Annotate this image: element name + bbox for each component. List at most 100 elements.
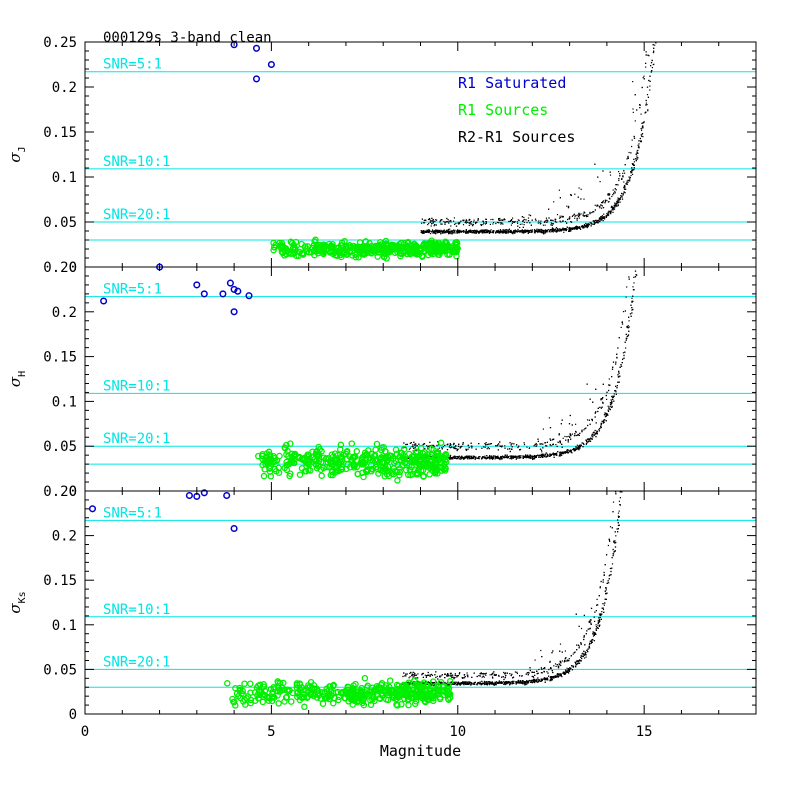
r2r1-point — [633, 159, 634, 160]
r2r1-point — [489, 457, 490, 458]
r2r1-point — [540, 231, 541, 232]
r2r1-point — [487, 444, 488, 445]
r2r1-point — [475, 457, 476, 458]
r2r1-point — [568, 452, 569, 453]
r2r1-point — [451, 230, 452, 231]
r1-source-point — [261, 474, 266, 479]
r2r1-point — [529, 456, 530, 457]
r2r1-point — [471, 447, 472, 448]
r2r1-point — [490, 219, 491, 220]
r2r1-point — [427, 224, 428, 225]
r2r1-point — [518, 446, 519, 447]
r2r1-point — [642, 133, 643, 134]
r2r1-point — [499, 232, 500, 233]
r2r1-point — [569, 218, 570, 219]
r2r1-point — [649, 90, 650, 91]
r2r1-point — [586, 441, 587, 442]
r2r1-point — [441, 231, 442, 232]
r2r1-point — [514, 233, 515, 234]
r2r1-point — [439, 448, 440, 449]
r2r1-point — [580, 198, 581, 199]
r2r1-point — [551, 455, 552, 456]
r2r1-point — [587, 214, 588, 215]
r2r1-point — [645, 63, 646, 64]
r2r1-point — [646, 104, 647, 105]
r2r1-point — [484, 231, 485, 232]
r2r1-point — [611, 206, 612, 207]
snr-label: SNR=5:1 — [103, 57, 162, 73]
r2r1-point — [546, 222, 547, 223]
r2r1-point — [506, 456, 507, 457]
r2r1-point — [586, 215, 587, 216]
r2r1-point — [602, 398, 603, 399]
r2r1-point — [474, 220, 475, 221]
r2r1-point — [612, 406, 613, 407]
r2r1-point — [528, 218, 529, 219]
r2r1-point — [575, 226, 576, 227]
r2r1-point — [575, 431, 576, 432]
r2r1-point — [619, 198, 620, 199]
r2r1-point — [497, 458, 498, 459]
r2r1-point — [504, 457, 505, 458]
r2r1-point — [602, 170, 603, 171]
r2r1-point — [526, 222, 527, 223]
r2r1-point — [440, 233, 441, 234]
r2r1-point — [624, 187, 625, 188]
r2r1-point — [517, 231, 518, 232]
r2r1-point — [592, 439, 593, 440]
r2r1-point — [625, 164, 626, 165]
r2r1-point — [457, 458, 458, 459]
r2r1-point — [609, 198, 610, 199]
r2r1-point — [458, 223, 459, 224]
r2r1-point — [414, 444, 415, 445]
r2r1-point — [615, 188, 616, 189]
r2r1-point — [413, 448, 414, 449]
r2r1-point — [434, 232, 435, 233]
r2r1-point — [461, 458, 462, 459]
r2r1-point — [641, 114, 642, 115]
r2r1-point — [602, 397, 603, 398]
r2r1-point — [566, 206, 567, 207]
r1-saturated-point — [254, 46, 260, 52]
r2r1-point — [431, 231, 432, 232]
r2r1-point — [476, 449, 477, 450]
r2r1-point — [504, 448, 505, 449]
panel-frame — [85, 42, 756, 267]
r2r1-point — [556, 454, 557, 455]
r2r1-point — [454, 224, 455, 225]
r2r1-point — [647, 55, 648, 56]
r2r1-point — [563, 438, 564, 439]
r2r1-point — [442, 448, 443, 449]
r2r1-point — [562, 447, 563, 448]
r2r1-point — [599, 430, 600, 431]
r2r1-point — [493, 455, 494, 456]
r2r1-point — [521, 224, 522, 225]
r2r1-point — [513, 456, 514, 457]
r2r1-point — [432, 232, 433, 233]
r2r1-point — [492, 232, 493, 233]
r2r1-point — [599, 217, 600, 218]
r2r1-point — [498, 218, 499, 219]
r2r1-point — [592, 211, 593, 212]
r2r1-point — [497, 222, 498, 223]
r2r1-point — [441, 224, 442, 225]
r2r1-point — [428, 446, 429, 447]
r2r1-point — [547, 442, 548, 443]
r2r1-point — [611, 376, 612, 377]
r2r1-point — [486, 455, 487, 456]
r2r1-point — [507, 456, 508, 457]
r2r1-point — [571, 222, 572, 223]
r2r1-point — [557, 214, 558, 215]
r2r1-point — [522, 230, 523, 231]
r2r1-point — [478, 456, 479, 457]
r2r1-point — [581, 430, 582, 431]
r2r1-point — [596, 206, 597, 207]
r2r1-point — [601, 424, 602, 425]
r2r1-point — [649, 76, 650, 77]
r2r1-point — [622, 199, 623, 200]
r2r1-point — [617, 197, 618, 198]
r2r1-point — [552, 444, 553, 445]
r2r1-point — [490, 231, 491, 232]
r2r1-point — [625, 342, 626, 343]
